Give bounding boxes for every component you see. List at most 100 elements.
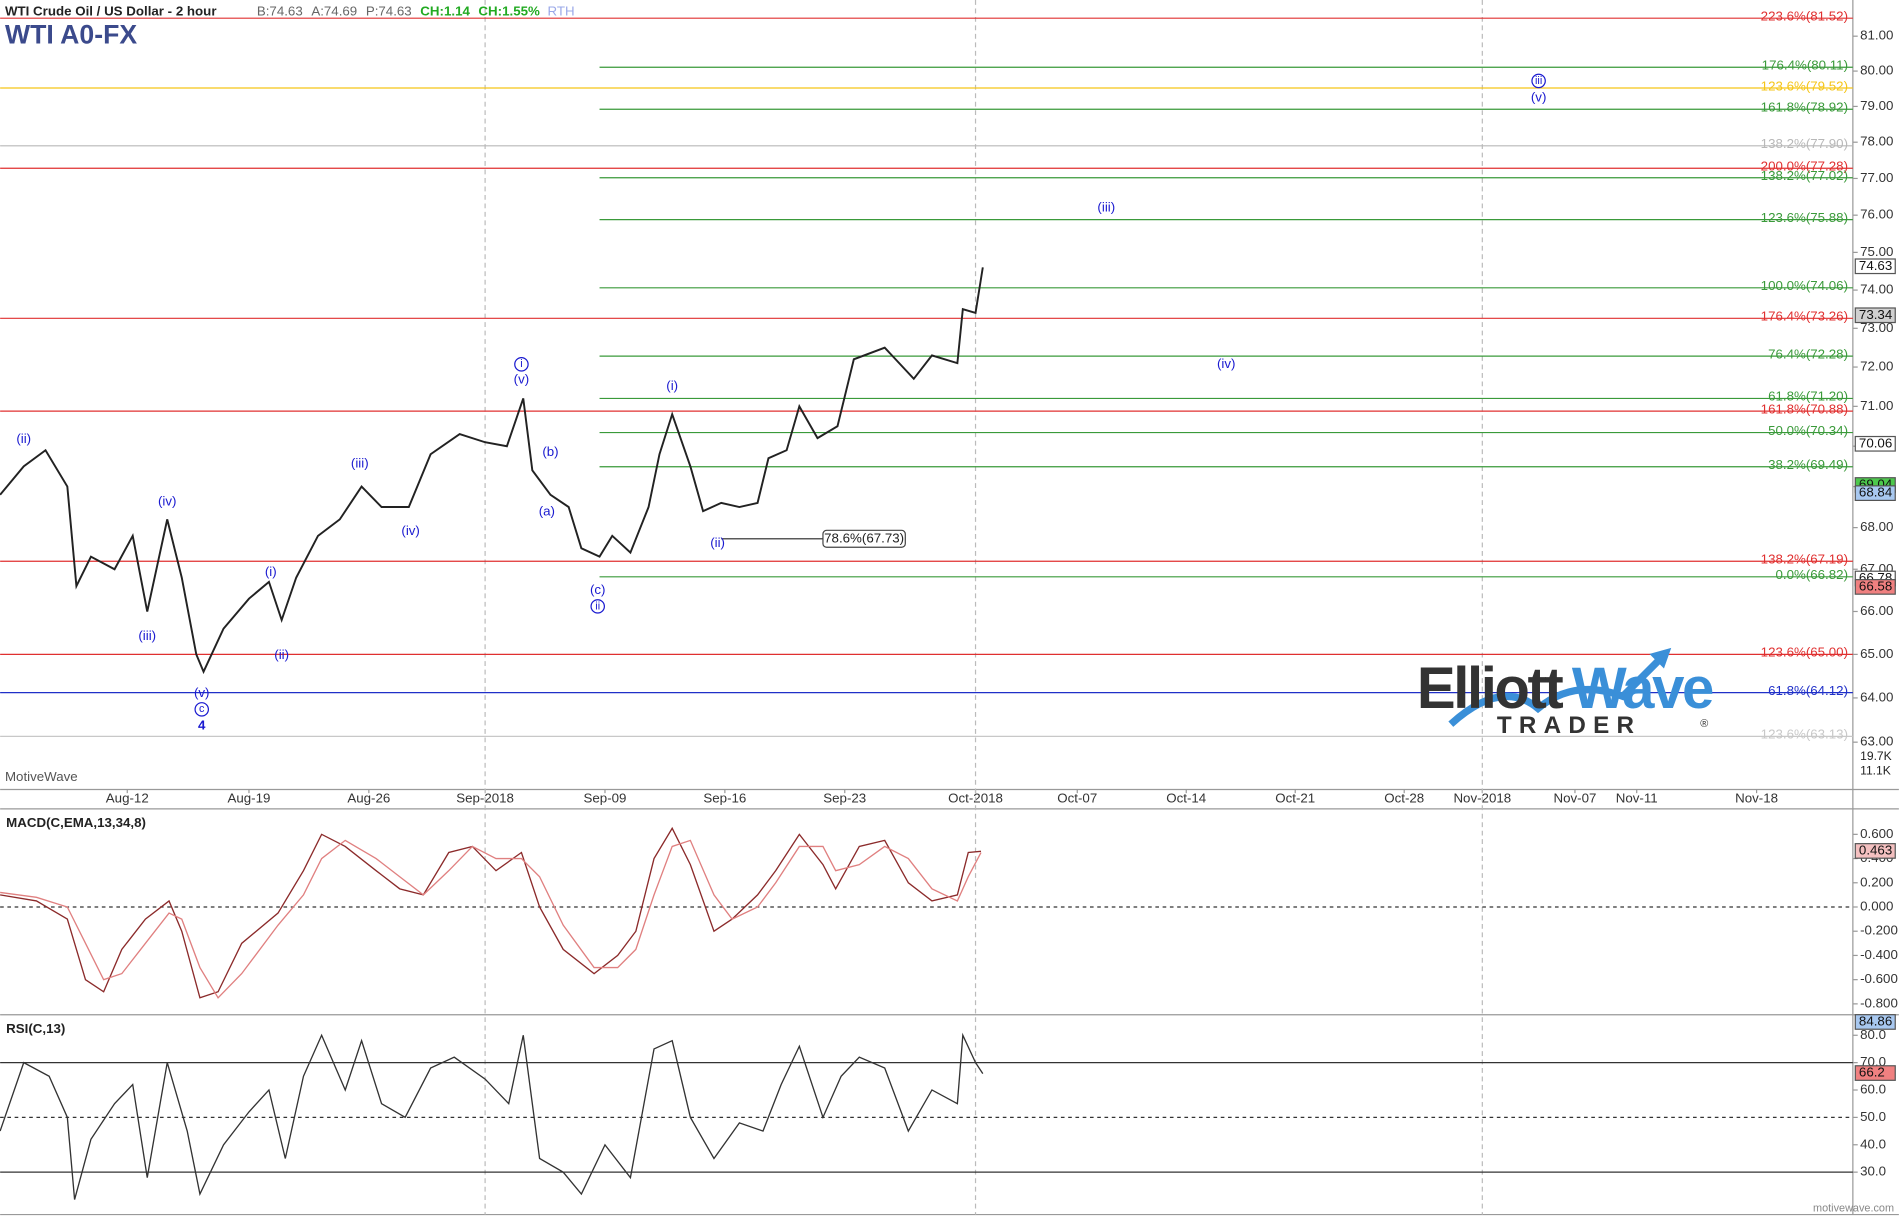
y-tick-label: 0.200 xyxy=(1860,874,1893,889)
series-line xyxy=(0,839,982,999)
price: P:74.63 xyxy=(366,4,412,19)
price-tag-label: 70.06 xyxy=(1859,435,1892,450)
y-tick-label: 64.00 xyxy=(1860,689,1893,704)
wave-label: (v) xyxy=(1531,89,1547,104)
chart-title: WTI A0-FX xyxy=(5,19,137,49)
wave-circle xyxy=(514,357,529,372)
y-tick-label: 80.00 xyxy=(1860,63,1893,78)
x-tick-label: Oct-07 xyxy=(1057,791,1097,806)
y-tick-label: 79.00 xyxy=(1860,98,1893,113)
y-tick-label: 0.600 xyxy=(1860,826,1893,841)
x-tick-label: Nov-11 xyxy=(1616,791,1658,806)
watermark: MotiveWave xyxy=(5,769,78,784)
wave-circle xyxy=(1531,73,1546,89)
x-tick-label: Oct-21 xyxy=(1275,791,1315,806)
wave-label: (v) xyxy=(194,685,210,700)
y-tick-label: -0.400 xyxy=(1860,947,1898,962)
callout-label: 78.6%(67.73) xyxy=(824,530,904,545)
x-tick-label: Sep-09 xyxy=(584,791,627,806)
y-tick-label: 30.0 xyxy=(1860,1164,1886,1179)
fib-label: 123.6%(79.52) xyxy=(1761,78,1848,93)
y-tick-label: -0.600 xyxy=(1860,971,1898,986)
price-tag xyxy=(1854,485,1896,502)
y-tick-label: 0.000 xyxy=(1860,899,1893,914)
symbol-line: WTI Crude Oil / US Dollar - 2 hour xyxy=(5,4,217,19)
wave-label: (ii) xyxy=(710,535,725,550)
x-tick-label: Aug-26 xyxy=(347,791,390,806)
price-tag-label: 68.84 xyxy=(1859,485,1893,500)
change: CH:1.14 xyxy=(420,4,470,19)
wave-label: iii xyxy=(1535,75,1542,87)
y-tick-label: 65.00 xyxy=(1860,646,1893,661)
fib-label: 200.0%(77.28) xyxy=(1761,159,1848,174)
series-line xyxy=(0,826,982,999)
fib-label: 123.6%(75.88) xyxy=(1761,210,1848,225)
wave-label: (iii) xyxy=(138,628,156,643)
fib-label: 76.4%(72.28) xyxy=(1768,346,1848,361)
fib-label: 161.8%(70.88) xyxy=(1761,401,1848,416)
price-tag-label: 0.463 xyxy=(1859,842,1892,857)
y-tick-label: 76.00 xyxy=(1860,207,1893,222)
fib-label: 138.2%(67.19) xyxy=(1761,552,1848,567)
wave-label: c xyxy=(199,703,205,715)
wave-label: (i) xyxy=(666,378,678,393)
x-tick-label: Oct-28 xyxy=(1384,791,1424,806)
fib-label: 138.2%(77.02) xyxy=(1761,168,1848,183)
wave-label: (i) xyxy=(265,564,277,579)
y-tick-label: 66.00 xyxy=(1860,603,1893,618)
y-tick-label: -0.200 xyxy=(1860,923,1898,938)
y-tick-label: 77.00 xyxy=(1860,170,1893,185)
y-tick-label: 74.00 xyxy=(1860,282,1893,297)
y-tick-label: 72.00 xyxy=(1860,359,1893,374)
callout-box xyxy=(822,529,906,548)
change-pct: CH:1.55% xyxy=(478,4,540,19)
logo-swoosh xyxy=(1448,657,1662,727)
x-tick-label: Nov-18 xyxy=(1735,791,1778,806)
logo-word: Wave xyxy=(1572,656,1713,721)
wave-label: (iii) xyxy=(351,455,369,470)
wave-label: ii xyxy=(595,600,600,612)
y-tick-label: 80.0 xyxy=(1860,1027,1886,1042)
fib-label: 138.2%(77.90) xyxy=(1761,136,1848,151)
price-tag xyxy=(1854,1014,1896,1030)
fib-label: 61.8%(71.20) xyxy=(1768,389,1848,404)
y-tick-label: 40.0 xyxy=(1860,1136,1886,1151)
fib-label: 123.6%(65.00) xyxy=(1761,645,1848,660)
price-tag-label: 66.58 xyxy=(1859,578,1892,593)
wave-label: (a) xyxy=(539,503,555,518)
logo-word: Elliott xyxy=(1417,656,1564,721)
x-tick-label: Nov-07 xyxy=(1553,791,1596,806)
logo-tagline: TRADER xyxy=(1497,712,1641,739)
wave-label: (c) xyxy=(590,582,606,597)
wave-label: (ii) xyxy=(274,647,289,662)
panel-title: RSI(C,13) xyxy=(6,1021,65,1036)
footer: motivewave.com xyxy=(1813,1202,1894,1214)
fib-label: 176.4%(73.26) xyxy=(1761,309,1848,324)
fib-label: 50.0%(70.34) xyxy=(1768,423,1848,438)
price-tag-label: 74.63 xyxy=(1859,258,1892,273)
price-tag xyxy=(1854,579,1896,595)
price-tag-label: 84.86 xyxy=(1859,1013,1892,1028)
wave-label: (iv) xyxy=(1217,356,1235,371)
price-tag-label: 73.34 xyxy=(1859,307,1893,322)
session: RTH xyxy=(547,4,574,19)
y-tick-label: -0.800 xyxy=(1860,995,1898,1010)
bid: B:74.63 xyxy=(257,4,303,19)
volume-tag: 11.1K xyxy=(1860,764,1891,778)
x-tick-label: Oct-14 xyxy=(1166,791,1207,806)
fib-label: 61.8%(64.12) xyxy=(1768,683,1848,698)
wave-label: (v) xyxy=(514,371,530,386)
y-tick-label: 60.0 xyxy=(1860,1082,1886,1097)
wave-label: (iii) xyxy=(1097,200,1115,215)
x-tick-label: Aug-19 xyxy=(227,791,270,806)
price-tag xyxy=(1854,307,1896,324)
logo-mark: ® xyxy=(1700,718,1708,730)
wave-circle xyxy=(590,599,605,614)
fib-label: 223.6%(81.52) xyxy=(1761,9,1848,24)
wave-label: (ii) xyxy=(16,431,31,446)
series-line xyxy=(0,267,984,675)
fib-label: 38.2%(69.49) xyxy=(1768,457,1848,472)
